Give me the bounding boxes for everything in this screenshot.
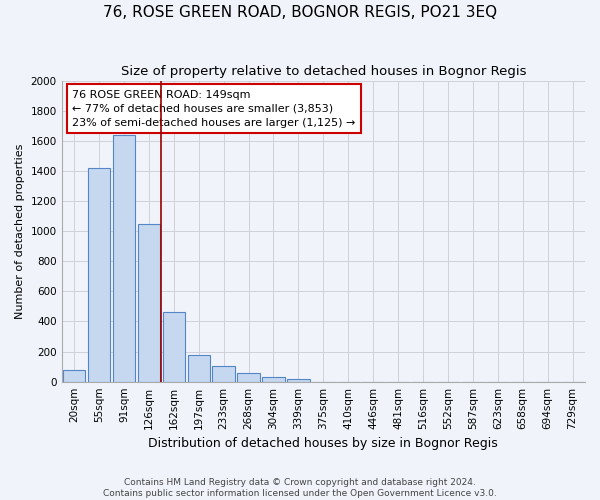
X-axis label: Distribution of detached houses by size in Bognor Regis: Distribution of detached houses by size … xyxy=(148,437,498,450)
Bar xyxy=(88,168,110,382)
Bar xyxy=(137,224,160,382)
Bar xyxy=(238,372,260,382)
Bar xyxy=(262,377,285,382)
Title: Size of property relative to detached houses in Bognor Regis: Size of property relative to detached ho… xyxy=(121,65,526,78)
Bar xyxy=(212,366,235,382)
Bar xyxy=(63,370,85,382)
Text: 76, ROSE GREEN ROAD, BOGNOR REGIS, PO21 3EQ: 76, ROSE GREEN ROAD, BOGNOR REGIS, PO21 … xyxy=(103,5,497,20)
Text: 76 ROSE GREEN ROAD: 149sqm
← 77% of detached houses are smaller (3,853)
23% of s: 76 ROSE GREEN ROAD: 149sqm ← 77% of deta… xyxy=(72,90,356,128)
Bar xyxy=(287,378,310,382)
Bar xyxy=(163,312,185,382)
Y-axis label: Number of detached properties: Number of detached properties xyxy=(15,144,25,319)
Bar xyxy=(188,356,210,382)
Bar xyxy=(113,135,135,382)
Text: Contains HM Land Registry data © Crown copyright and database right 2024.
Contai: Contains HM Land Registry data © Crown c… xyxy=(103,478,497,498)
